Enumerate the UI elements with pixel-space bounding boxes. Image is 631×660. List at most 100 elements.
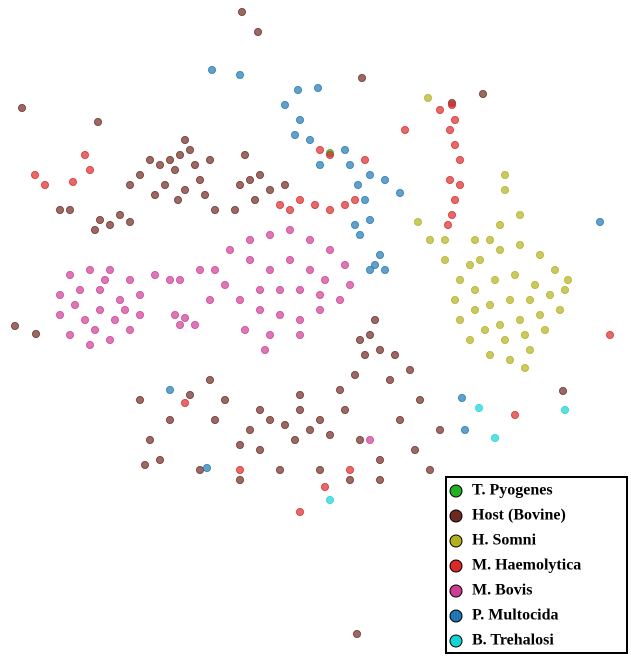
point — [455, 155, 464, 164]
point — [385, 375, 394, 384]
point — [280, 180, 289, 189]
point — [175, 150, 184, 159]
point — [165, 155, 174, 164]
point — [86, 265, 95, 274]
point — [357, 74, 366, 83]
point — [325, 430, 334, 439]
point — [230, 205, 239, 214]
point — [352, 630, 361, 639]
point — [295, 507, 304, 516]
legend-label: P. Multocida — [472, 607, 559, 624]
point — [500, 335, 509, 344]
point — [86, 340, 95, 349]
point — [485, 350, 494, 359]
legend-box — [445, 476, 628, 654]
point — [345, 160, 354, 169]
point — [320, 482, 329, 491]
point — [275, 310, 284, 319]
legend-label: B. Trehalosi — [472, 632, 554, 649]
point — [490, 433, 499, 442]
point — [205, 295, 214, 304]
point — [606, 330, 615, 339]
points — [10, 7, 615, 639]
point — [66, 330, 75, 339]
point — [195, 175, 204, 184]
point — [275, 285, 284, 294]
point — [455, 315, 464, 324]
point — [235, 475, 244, 484]
point — [155, 455, 164, 464]
point — [111, 315, 120, 324]
point — [413, 217, 422, 226]
point — [516, 210, 525, 219]
point — [315, 290, 324, 299]
point — [315, 305, 324, 314]
point — [313, 84, 322, 93]
point — [205, 375, 214, 384]
point — [255, 170, 264, 179]
point — [275, 200, 284, 209]
point — [340, 260, 349, 269]
point — [365, 215, 374, 224]
point — [561, 285, 570, 294]
point — [225, 245, 234, 254]
point — [440, 255, 449, 264]
point — [220, 395, 229, 404]
point — [41, 180, 50, 189]
legend-marker — [449, 484, 463, 498]
point — [541, 325, 550, 334]
point — [235, 465, 244, 474]
point — [325, 150, 334, 159]
point — [478, 90, 487, 99]
point — [425, 465, 434, 474]
point — [265, 415, 274, 424]
point — [335, 385, 344, 394]
point — [56, 205, 65, 214]
point — [295, 390, 304, 399]
legend-label: Host (Bovine) — [472, 507, 566, 524]
point — [305, 235, 314, 244]
point — [516, 315, 525, 324]
point — [315, 145, 324, 154]
point — [293, 86, 302, 95]
point — [235, 440, 244, 449]
point — [445, 175, 454, 184]
point — [470, 235, 479, 244]
legend-label: H. Somni — [472, 532, 537, 549]
point — [315, 160, 324, 169]
point — [559, 386, 568, 395]
point — [30, 170, 39, 179]
point — [71, 300, 80, 309]
point — [185, 390, 194, 399]
point — [17, 104, 26, 113]
point — [315, 465, 324, 474]
point — [165, 415, 174, 424]
point — [360, 195, 369, 204]
point — [495, 220, 504, 229]
point — [66, 205, 75, 214]
point — [340, 200, 349, 209]
point — [255, 305, 264, 314]
point — [465, 335, 474, 344]
point — [353, 180, 362, 189]
point — [220, 280, 229, 289]
point — [480, 325, 489, 334]
point — [470, 305, 479, 314]
point — [355, 435, 364, 444]
point — [295, 330, 304, 339]
point — [94, 118, 103, 127]
point — [135, 290, 144, 299]
point — [350, 220, 359, 229]
point — [150, 190, 159, 199]
point — [255, 405, 264, 414]
point — [447, 101, 456, 110]
legend: T. Pyogenes Host (Bovine) H. Somni M. Haemo… — [449, 482, 581, 649]
point — [207, 66, 216, 75]
point — [423, 94, 432, 103]
point — [447, 210, 456, 219]
point — [405, 365, 414, 374]
point — [190, 160, 199, 169]
point — [202, 463, 211, 472]
point — [561, 405, 570, 414]
